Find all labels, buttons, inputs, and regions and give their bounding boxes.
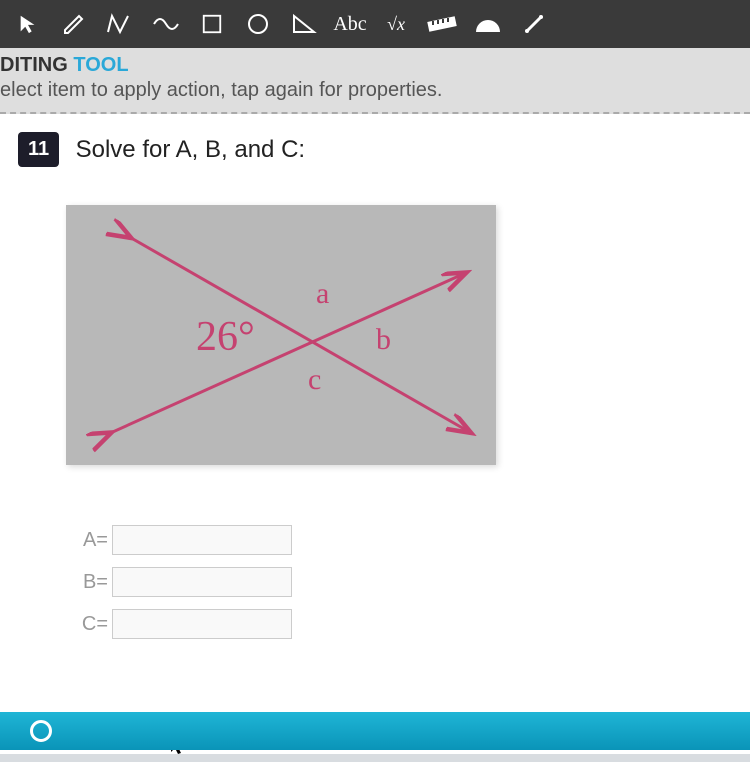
angle-c-label: c	[308, 363, 321, 397]
tools-wrench-icon[interactable]	[512, 2, 556, 46]
rectangle-tool-icon[interactable]	[190, 2, 234, 46]
banner-title-part1: DITING	[0, 54, 73, 76]
answer-b-label: B=	[74, 571, 112, 594]
circle-tool-icon[interactable]	[236, 2, 280, 46]
answer-row-b: B=	[74, 567, 750, 597]
text-tool-icon[interactable]: Abc	[328, 2, 372, 46]
banner-title: DITING TOOL	[0, 54, 750, 77]
answer-block: A= B= C=	[74, 525, 750, 639]
answer-a-label: A=	[74, 529, 112, 552]
angle-a-label: a	[316, 277, 329, 311]
triangle-tool-icon[interactable]	[282, 2, 326, 46]
answer-row-a: A=	[74, 525, 750, 555]
answer-c-input[interactable]	[112, 609, 292, 639]
answer-row-c: C=	[74, 609, 750, 639]
editing-tool-banner: DITING TOOL elect item to apply action, …	[0, 48, 750, 114]
pencil-tool-icon[interactable]	[52, 2, 96, 46]
answer-c-label: C=	[74, 613, 112, 636]
ruler-tool-icon[interactable]	[420, 2, 464, 46]
answer-a-input[interactable]	[112, 525, 292, 555]
angle-b-label: b	[376, 323, 391, 357]
start-button-icon[interactable]	[30, 720, 52, 742]
question-number-badge: 11	[18, 132, 59, 167]
banner-subtitle: elect item to apply action, tap again fo…	[0, 77, 750, 102]
geometry-figure: 26° a b c	[66, 205, 496, 465]
answer-b-input[interactable]	[112, 567, 292, 597]
curve-tool-icon[interactable]	[144, 2, 188, 46]
question-content: 11 Solve for A, B, and C: 26° a b c A= B…	[0, 114, 750, 754]
equation-tool-icon[interactable]: √x	[374, 2, 418, 46]
cursor-tool-icon[interactable]	[6, 2, 50, 46]
editing-toolbar: Abc √x	[0, 0, 750, 48]
banner-title-part2: TOOL	[73, 54, 128, 76]
angle-26-label: 26°	[196, 313, 255, 361]
question-text: Solve for A, B, and C:	[76, 132, 305, 164]
os-taskbar[interactable]	[0, 712, 750, 750]
polyline-tool-icon[interactable]	[98, 2, 142, 46]
protractor-tool-icon[interactable]	[466, 2, 510, 46]
